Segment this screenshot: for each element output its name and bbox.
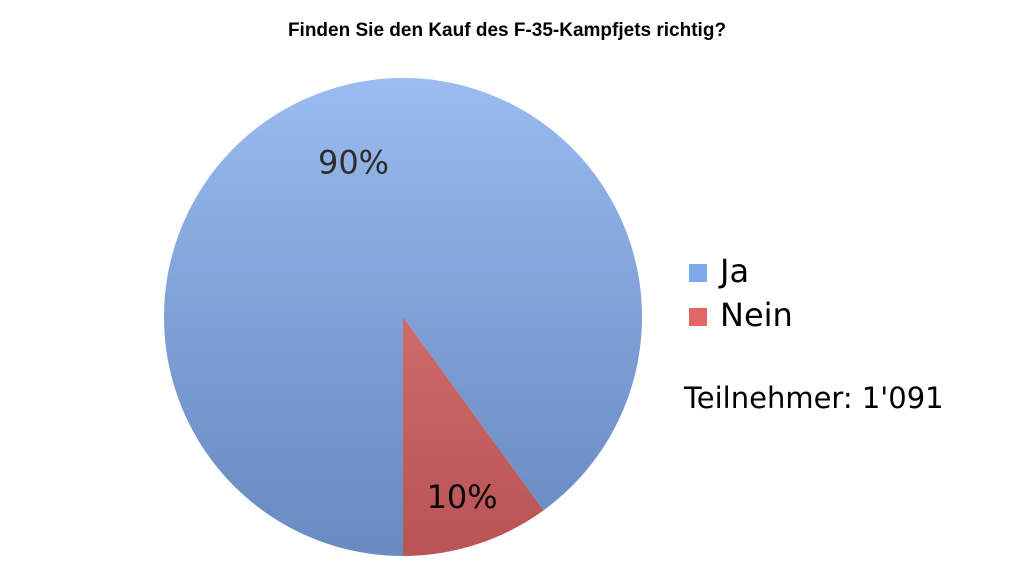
- legend-label: Ja: [718, 252, 749, 290]
- data-label: 90%: [318, 144, 389, 182]
- legend-label: Nein: [720, 296, 793, 334]
- data-label: 10%: [427, 478, 498, 516]
- annotation: Teilnehmer: 1'091: [683, 381, 944, 415]
- chart-title: Finden Sie den Kauf des F-35-Kampfjets r…: [288, 20, 726, 41]
- legend-swatch: [689, 308, 707, 326]
- legend-swatch: [689, 264, 707, 282]
